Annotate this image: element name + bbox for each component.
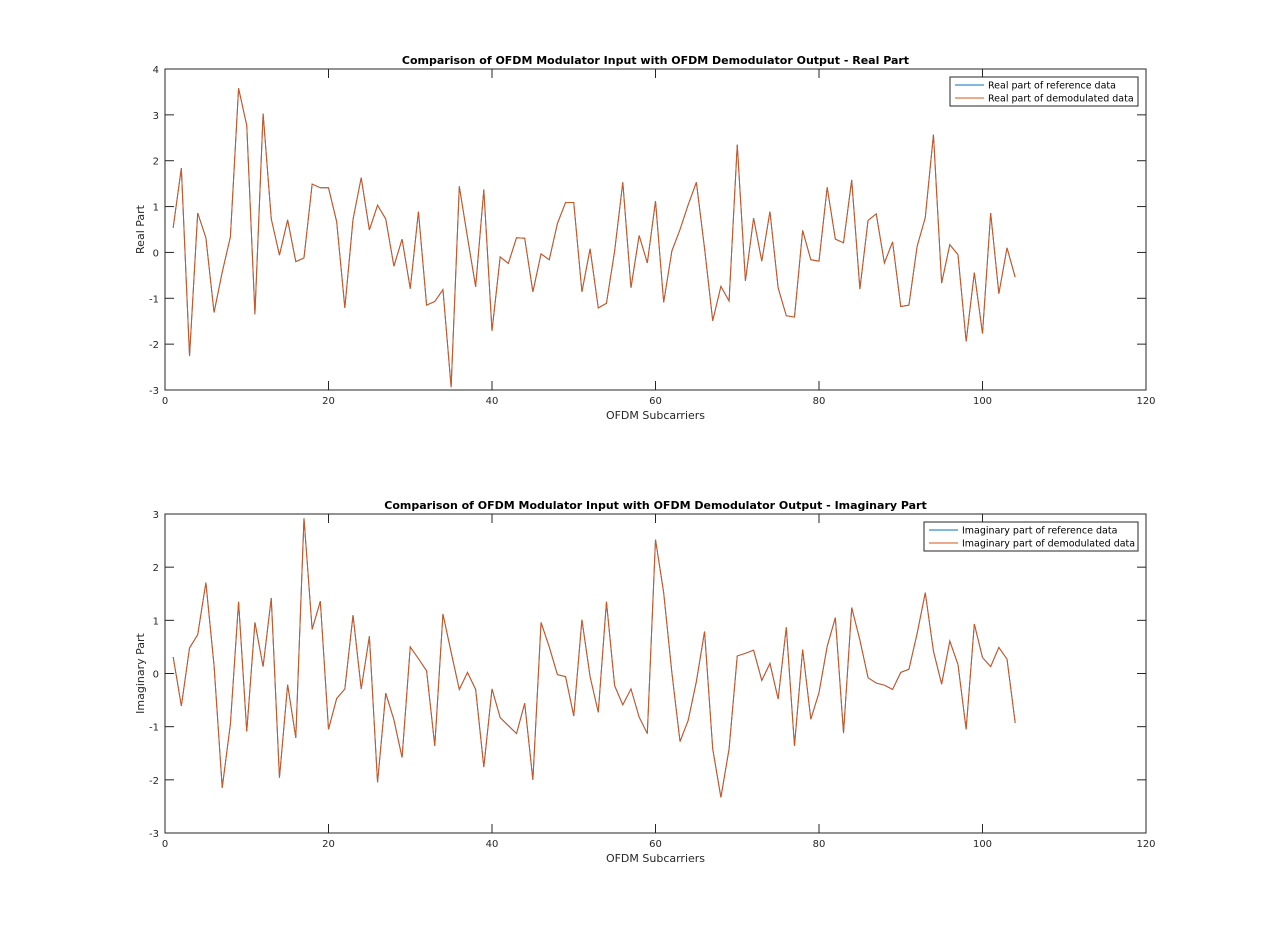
plot-lines (172, 518, 1016, 798)
x-tick-label: 100 (973, 396, 992, 407)
y-tick-label: 2 (153, 563, 159, 574)
x-tick-label: 80 (813, 396, 826, 407)
y-tick-label: 1 (153, 616, 159, 627)
axis-ticks: 0 20 40 60 80 100 120 -3 -2 -1 0 1 2 3 4 (149, 65, 1156, 407)
x-tick-label: 120 (1136, 396, 1155, 407)
x-tick-label: 80 (813, 839, 826, 850)
y-axis-label: Imaginary Part (134, 632, 147, 713)
x-axis-label: OFDM Subcarriers (606, 852, 705, 865)
x-tick-label: 100 (973, 839, 992, 850)
x-axis-label: OFDM Subcarriers (606, 409, 705, 422)
y-tick-label: -3 (149, 829, 159, 840)
axis-ticks: 0 20 40 60 80 100 120 -3 -2 -1 0 1 2 3 (149, 510, 1156, 850)
y-tick-label: 3 (153, 111, 159, 122)
legend: Imaginary part of reference data Imaginar… (923, 521, 1139, 552)
y-tick-label: -1 (149, 294, 159, 305)
y-tick-label: -3 (149, 386, 159, 397)
series-line-demodulated (172, 518, 1016, 798)
legend: Real part of reference data Real part of … (949, 76, 1139, 107)
legend-entry: Imaginary part of reference data (962, 526, 1117, 537)
x-tick-label: 40 (486, 396, 499, 407)
y-tick-label: 3 (153, 510, 159, 521)
x-tick-label: 20 (322, 839, 335, 850)
x-tick-label: 0 (162, 396, 168, 407)
series-line-reference (172, 518, 1016, 798)
y-tick-label: -1 (149, 723, 159, 734)
axes-frame (164, 513, 1147, 834)
x-tick-label: 120 (1136, 839, 1155, 850)
x-tick-label: 20 (322, 396, 335, 407)
y-tick-label: 4 (153, 65, 159, 76)
x-tick-label: 60 (649, 839, 662, 850)
x-tick-label: 0 (162, 839, 168, 850)
legend-box (949, 76, 1139, 107)
y-tick-label: -2 (149, 340, 159, 351)
y-tick-label: -2 (149, 776, 159, 787)
legend-entry: Real part of demodulated data (988, 94, 1134, 105)
plot-lines (172, 88, 1016, 388)
chart-real-part: Comparison of OFDM Modulator Input with … (134, 54, 1156, 422)
legend-entry: Imaginary part of demodulated data (962, 539, 1135, 550)
series-line-demodulated (172, 88, 1016, 388)
chart-title: Comparison of OFDM Modulator Input with … (384, 499, 927, 512)
y-tick-label: 2 (153, 157, 159, 168)
legend-box (923, 521, 1139, 552)
legend-entry: Real part of reference data (988, 81, 1116, 92)
x-tick-label: 60 (649, 396, 662, 407)
axes-frame (164, 68, 1147, 391)
series-line-reference (172, 88, 1016, 388)
y-axis-label: Real Part (134, 204, 147, 254)
y-tick-label: 0 (153, 670, 159, 681)
chart-imaginary-part: Comparison of OFDM Modulator Input with … (134, 499, 1156, 865)
x-tick-label: 40 (486, 839, 499, 850)
chart-title: Comparison of OFDM Modulator Input with … (402, 54, 909, 67)
y-tick-label: 0 (153, 248, 159, 259)
y-tick-label: 1 (153, 203, 159, 214)
